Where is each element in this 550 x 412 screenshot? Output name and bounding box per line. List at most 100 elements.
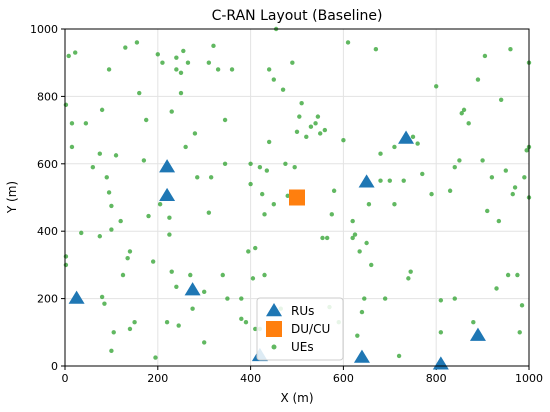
ue-point <box>471 319 476 325</box>
ue-point <box>503 168 508 173</box>
ue-point <box>369 262 374 268</box>
ue-point <box>132 319 137 325</box>
ue-point <box>229 67 235 72</box>
x-tick-label: 400 <box>240 372 261 385</box>
ue-point <box>97 234 103 239</box>
ru-point <box>398 130 415 144</box>
axis-ticks: 0 200 400 600 800 1000 0 200 400 600 800 1000 <box>30 23 543 385</box>
ru-point <box>159 187 176 202</box>
ue-point <box>63 254 69 259</box>
ue-point <box>99 294 105 300</box>
ue-point <box>118 218 123 224</box>
ue-point <box>63 102 69 108</box>
ue-point <box>248 181 253 187</box>
ue-point <box>304 134 309 140</box>
ue-point <box>308 124 314 129</box>
ue-point <box>496 218 502 224</box>
ru-point <box>184 282 201 296</box>
ue-point <box>364 240 369 246</box>
ue-point <box>415 141 420 146</box>
ue-point <box>250 276 256 281</box>
ue-point <box>313 121 318 126</box>
ue-point <box>452 296 457 301</box>
ue-point <box>480 158 485 163</box>
ue-point <box>271 202 276 207</box>
ru-point <box>159 159 176 173</box>
ue-point <box>299 100 304 106</box>
ru-point <box>432 356 449 370</box>
ue-point <box>373 47 379 52</box>
ue-point <box>285 193 290 199</box>
ue-point <box>239 296 244 301</box>
ue-point <box>324 235 330 241</box>
ue-point <box>498 97 504 102</box>
y-tick-label: 0 <box>51 360 58 373</box>
ue-point <box>239 316 244 322</box>
ue-point <box>157 202 163 207</box>
ue-point <box>262 212 267 217</box>
ue-point <box>485 208 490 214</box>
ue-point <box>69 144 75 150</box>
ue-point <box>174 55 179 60</box>
ue-point <box>167 232 172 237</box>
ue-point <box>109 348 114 354</box>
ue-point <box>382 296 388 301</box>
ue-point <box>366 202 372 207</box>
ru-point <box>358 174 375 188</box>
ue-point <box>378 151 383 156</box>
x-tick-label: 0 <box>62 372 69 385</box>
ue-point <box>220 272 225 278</box>
ue-point <box>410 134 416 140</box>
ue-point <box>183 144 188 150</box>
ue-point <box>294 129 300 134</box>
ue-point <box>222 161 228 166</box>
ue-point <box>113 153 119 158</box>
ue-point <box>253 326 258 332</box>
ue-point <box>318 131 323 136</box>
ue-point <box>178 70 184 76</box>
ue-point <box>392 202 397 207</box>
x-tick-label: 200 <box>147 372 168 385</box>
ue-point <box>512 185 518 190</box>
ue-point <box>174 284 179 290</box>
y-tick-label: 200 <box>37 293 58 306</box>
ue-point <box>350 235 355 241</box>
ue-point <box>174 67 179 72</box>
ue-point <box>396 353 402 359</box>
ue-point <box>125 255 130 261</box>
legend-ru-icon <box>266 303 282 317</box>
ue-point <box>99 107 105 113</box>
ue-point <box>206 210 212 215</box>
ue-point <box>350 218 355 224</box>
ue-point <box>266 139 272 145</box>
ue-point <box>188 272 193 278</box>
ue-point <box>461 107 467 113</box>
ue-point <box>202 289 207 295</box>
ue-point <box>401 178 406 183</box>
ue-point <box>475 77 481 82</box>
ue-point <box>120 272 126 278</box>
ue-point <box>137 90 142 96</box>
legend-ducu-icon <box>266 321 282 337</box>
ue-point <box>185 60 191 65</box>
ue-point <box>144 117 149 123</box>
ue-point <box>69 121 75 126</box>
ue-point <box>178 90 184 96</box>
ue-point <box>505 272 511 278</box>
ue-point <box>341 138 346 143</box>
ue-point <box>181 48 186 54</box>
ducu-point <box>289 189 305 206</box>
ue-point <box>257 164 263 170</box>
ue-point <box>155 52 160 57</box>
ue-point <box>246 249 251 254</box>
ue-point <box>264 168 270 173</box>
ue-point <box>515 272 520 278</box>
ue-point <box>331 188 337 193</box>
x-tick-label: 1000 <box>515 372 543 385</box>
ue-point <box>253 245 258 251</box>
y-tick-label: 1000 <box>30 23 58 36</box>
chart-title: C-RAN Layout (Baseline) <box>212 8 383 24</box>
ue-point <box>322 127 328 133</box>
ue-point <box>508 47 513 52</box>
